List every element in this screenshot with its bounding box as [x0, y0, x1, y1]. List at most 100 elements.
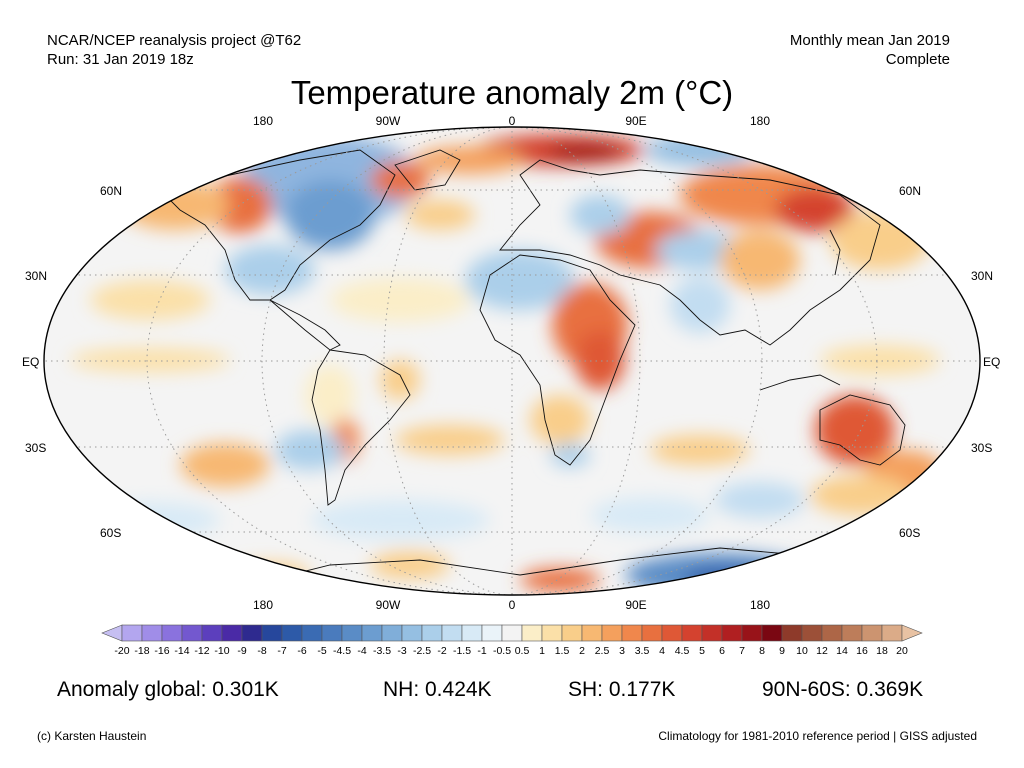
- colorbar-label: -2: [437, 645, 446, 657]
- header-period: Monthly mean Jan 2019: [789, 32, 950, 49]
- colorbar-swatch: [641, 624, 663, 642]
- colorbar-label: 5: [699, 645, 705, 657]
- lon-label-top: 180: [750, 114, 770, 128]
- colorbar-swatch: [601, 624, 623, 642]
- colorbar-label: 12: [816, 645, 828, 657]
- colorbar-label: -7: [277, 645, 286, 657]
- lat-label-left: 30N: [25, 269, 47, 283]
- lat-label-left: 60S: [100, 526, 121, 540]
- colorbar-swatch: [501, 624, 523, 642]
- lat-label-left: 60N: [100, 184, 122, 198]
- colorbar-label: -4.5: [333, 645, 351, 657]
- lon-label-bottom: 90E: [625, 598, 646, 612]
- colorbar-label: 20: [896, 645, 908, 657]
- stat-90n-60s: 90N-60S: 0.369K: [762, 678, 924, 701]
- colorbar-swatch: [541, 624, 563, 642]
- colorbar-label: 8: [759, 645, 765, 657]
- colorbar-label: -16: [154, 645, 169, 657]
- lat-label-right: EQ: [983, 355, 1000, 369]
- colorbar-swatch: [321, 624, 343, 642]
- colorbar-swatch: [141, 624, 163, 642]
- colorbar-label: -12: [194, 645, 209, 657]
- colorbar-label: -9: [237, 645, 246, 657]
- colorbar-swatch: [181, 624, 203, 642]
- colorbar-label: 7: [739, 645, 745, 657]
- header-status: Complete: [885, 51, 950, 68]
- colorbar-label: -6: [297, 645, 306, 657]
- lat-label-right: 60S: [899, 526, 920, 540]
- stat-sh: SH: 0.177K: [568, 678, 676, 701]
- colorbar-label: 4.5: [675, 645, 690, 657]
- colorbar-swatch: [721, 624, 743, 642]
- lon-labels: 180 90W 0 90E 180 180 90W 0 90E 180: [253, 114, 770, 612]
- colorbar-swatches: [101, 624, 923, 642]
- colorbar-swatch: [381, 624, 403, 642]
- stat-global: Anomaly global: 0.301K: [57, 678, 279, 701]
- colorbar-swatch: [281, 624, 303, 642]
- colorbar-label: -0.5: [493, 645, 511, 657]
- colorbar-swatch: [821, 624, 843, 642]
- colorbar-label: -14: [174, 645, 189, 657]
- lon-label-top: 180: [253, 114, 273, 128]
- colorbar-swatch: [841, 624, 863, 642]
- colorbar-label: -1: [477, 645, 486, 657]
- lon-label-top: 90E: [625, 114, 646, 128]
- stat-nh: NH: 0.424K: [383, 678, 492, 701]
- colorbar-max-arrow: [901, 624, 923, 642]
- graticule: [44, 127, 980, 595]
- colorbar-label: 2.5: [595, 645, 610, 657]
- colorbar-label: -3.5: [373, 645, 391, 657]
- colorbar-swatch: [781, 624, 803, 642]
- colorbar-label: -1.5: [453, 645, 471, 657]
- colorbar-swatch: [681, 624, 703, 642]
- colorbar-min-arrow: [101, 624, 123, 642]
- lon-label-bottom: 90W: [376, 598, 401, 612]
- lat-labels: 60N 30N EQ 30S 60S 60N 30N EQ 30S 60S: [22, 184, 1000, 540]
- colorbar-swatch: [741, 624, 763, 642]
- colorbar-swatch: [461, 624, 483, 642]
- map-title: Temperature anomaly 2m (°C): [290, 74, 734, 111]
- colorbar-label: -5: [317, 645, 326, 657]
- colorbar-label: 10: [796, 645, 808, 657]
- colorbar-label: 0.5: [515, 645, 530, 657]
- colorbar-swatch: [261, 624, 283, 642]
- lat-label-left: 30S: [25, 441, 46, 455]
- colorbar-labels: -20 -18 -16 -14 -12 -10 -9 -8 -7 -6 -5 -4.5 -4 -3.5 -3…: [114, 645, 908, 657]
- colorbar-label: 1: [539, 645, 545, 657]
- lon-label-top: 0: [509, 114, 516, 128]
- colorbar-swatch: [881, 624, 903, 642]
- colorbar-label: 2: [579, 645, 585, 657]
- colorbar-label: 6: [719, 645, 725, 657]
- colorbar-label: -4: [357, 645, 366, 657]
- colorbar-swatch: [581, 624, 603, 642]
- colorbar-swatch: [441, 624, 463, 642]
- lon-label-top: 90W: [376, 114, 401, 128]
- colorbar-label: 1.5: [555, 645, 570, 657]
- colorbar-label: 9: [779, 645, 785, 657]
- globe-border: [43, 126, 981, 596]
- colorbar-label: -8: [257, 645, 266, 657]
- colorbar-swatch: [861, 624, 883, 642]
- colorbar-swatch: [401, 624, 423, 642]
- lat-label-left: EQ: [22, 355, 39, 369]
- map-field: [44, 127, 980, 595]
- colorbar-swatch: [121, 624, 143, 642]
- colorbar-label: -10: [214, 645, 229, 657]
- lon-label-bottom: 180: [253, 598, 273, 612]
- colorbar-label: -3: [397, 645, 406, 657]
- lat-label-right: 30S: [971, 441, 992, 455]
- colorbar-swatch: [701, 624, 723, 642]
- colorbar-swatch: [521, 624, 543, 642]
- colorbar-swatch: [301, 624, 323, 642]
- footer-climatology: Climatology for 1981-2010 reference peri…: [658, 729, 977, 743]
- colorbar-label: 16: [856, 645, 868, 657]
- colorbar-label: 3.5: [635, 645, 650, 657]
- lat-label-right: 30N: [971, 269, 993, 283]
- colorbar-swatch: [761, 624, 783, 642]
- colorbar-label: -2.5: [413, 645, 431, 657]
- colorbar-swatch: [241, 624, 263, 642]
- colorbar-label: 18: [876, 645, 888, 657]
- colorbar-swatch: [421, 624, 443, 642]
- colorbar-label: 4: [659, 645, 665, 657]
